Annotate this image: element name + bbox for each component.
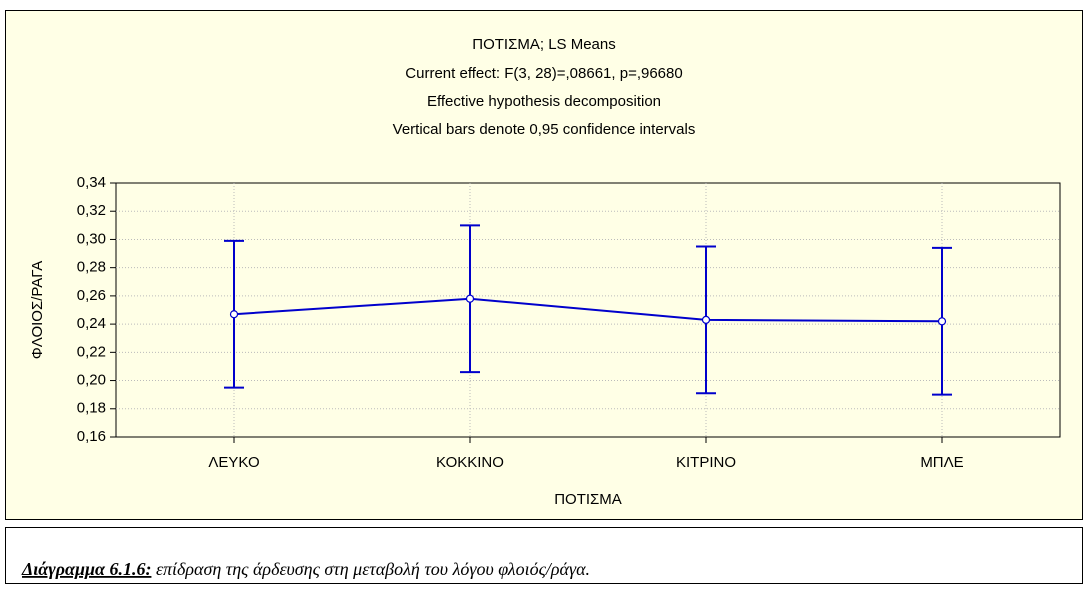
point <box>937 317 947 326</box>
y-tick-label: 0,26 <box>77 287 106 304</box>
point <box>701 315 711 324</box>
y-tick-label: 0,18 <box>77 400 106 417</box>
x-tick-label: ΚΟΚΚΙΝΟ <box>436 454 504 471</box>
caption-label: Διάγραμμα 6.1.6: <box>21 559 151 579</box>
y-tick-label: 0,32 <box>77 202 106 219</box>
y-tick-label: 0,28 <box>77 259 106 276</box>
chart-subtitle: Effective hypothesis decomposition <box>427 93 661 110</box>
caption-frame <box>5 527 1083 584</box>
y-tick-label: 0,24 <box>77 315 106 332</box>
point <box>229 310 239 319</box>
caption-text: επίδραση της άρδευσης στη μεταβολή του λ… <box>151 559 590 579</box>
y-tick-label: 0,34 <box>77 174 106 191</box>
line <box>233 297 943 323</box>
y-tick-label: 0,22 <box>77 343 106 360</box>
y-axis-label: ΦΛΟΙΟΣ/ΡΑΓΑ <box>29 261 46 359</box>
point <box>465 294 475 303</box>
caption: Διάγραμμα 6.1.6: επίδραση της άρδευσης σ… <box>21 559 590 579</box>
y-tick-label: 0,20 <box>77 372 106 389</box>
x-tick-label: ΜΠΛΕ <box>920 454 963 471</box>
x-tick-label: ΛΕΥΚΟ <box>208 454 259 471</box>
chart-subtitle: Vertical bars denote 0,95 confidence int… <box>393 121 696 138</box>
x-axis-label: ΠΟΤΙΣΜΑ <box>554 491 622 508</box>
y-tick-label: 0,30 <box>77 230 106 247</box>
chart-title: ΠΟΤΙΣΜΑ; LS Means <box>472 36 615 53</box>
y-tick-label: 0,16 <box>77 428 106 445</box>
chart-subtitle: Current effect: F(3, 28)=,08661, p=,9668… <box>405 65 682 82</box>
x-tick-label: ΚΙΤΡΙΝΟ <box>676 454 736 471</box>
